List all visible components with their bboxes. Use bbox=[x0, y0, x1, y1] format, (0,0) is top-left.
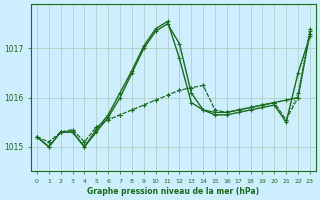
X-axis label: Graphe pression niveau de la mer (hPa): Graphe pression niveau de la mer (hPa) bbox=[87, 187, 260, 196]
